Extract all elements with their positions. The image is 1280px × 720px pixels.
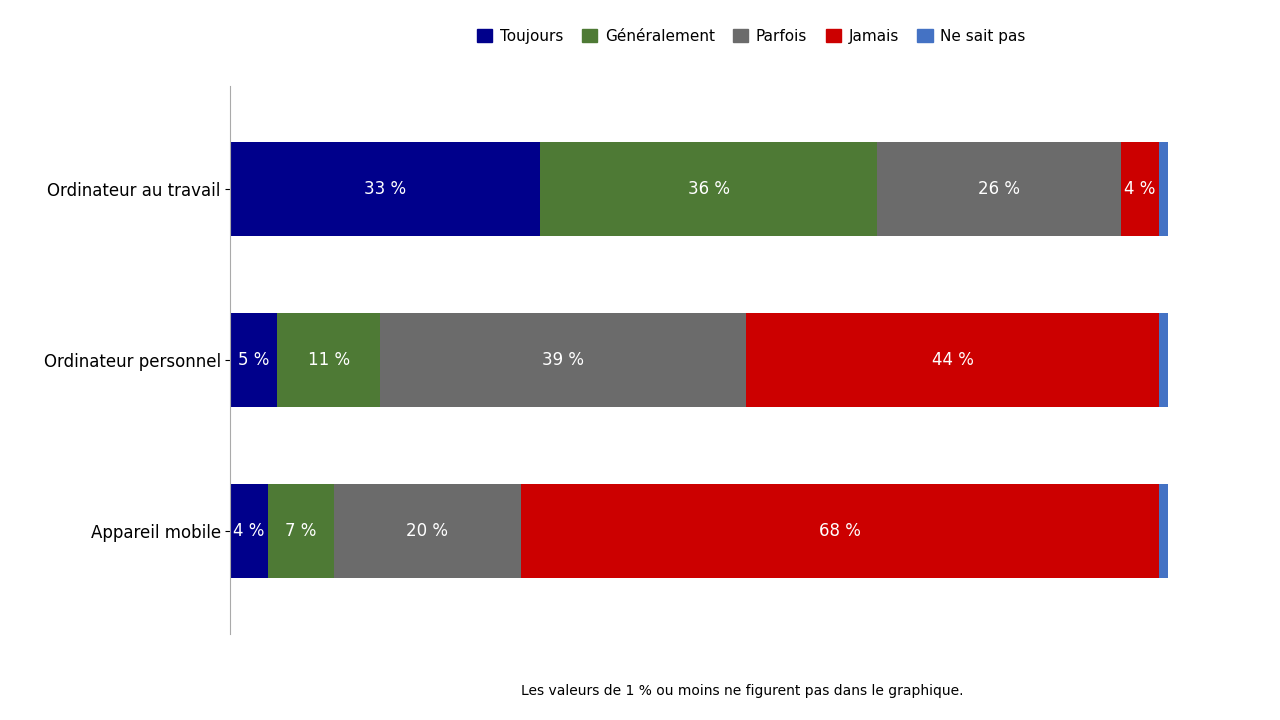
Bar	[380, 313, 746, 407]
Bar	[521, 484, 1158, 578]
Bar	[1121, 142, 1158, 236]
Text: 36 %: 36 %	[687, 180, 730, 198]
Bar	[268, 484, 334, 578]
Text: 7 %: 7 %	[285, 522, 316, 540]
Text: 5 %: 5 %	[238, 351, 270, 369]
Bar	[1158, 313, 1169, 407]
Text: 26 %: 26 %	[978, 180, 1020, 198]
Bar	[1158, 142, 1169, 236]
Bar	[230, 313, 278, 407]
Bar	[230, 484, 268, 578]
Text: 33 %: 33 %	[364, 180, 406, 198]
Text: 20 %: 20 %	[406, 522, 448, 540]
Text: 44 %: 44 %	[932, 351, 974, 369]
Text: 39 %: 39 %	[543, 351, 585, 369]
Bar	[540, 142, 878, 236]
Legend: Toujours, Généralement, Parfois, Jamais, Ne sait pas: Toujours, Généralement, Parfois, Jamais,…	[471, 23, 1032, 50]
Text: 4 %: 4 %	[233, 522, 265, 540]
Text: Les valeurs de 1 % ou moins ne figurent pas dans le graphique.: Les valeurs de 1 % ou moins ne figurent …	[521, 685, 964, 698]
Text: 4 %: 4 %	[1124, 180, 1156, 198]
Bar	[230, 142, 540, 236]
Bar	[746, 313, 1158, 407]
Bar	[878, 142, 1121, 236]
Bar	[1158, 484, 1169, 578]
Text: 68 %: 68 %	[819, 522, 861, 540]
Bar	[278, 313, 380, 407]
Bar	[334, 484, 521, 578]
Text: 11 %: 11 %	[307, 351, 349, 369]
